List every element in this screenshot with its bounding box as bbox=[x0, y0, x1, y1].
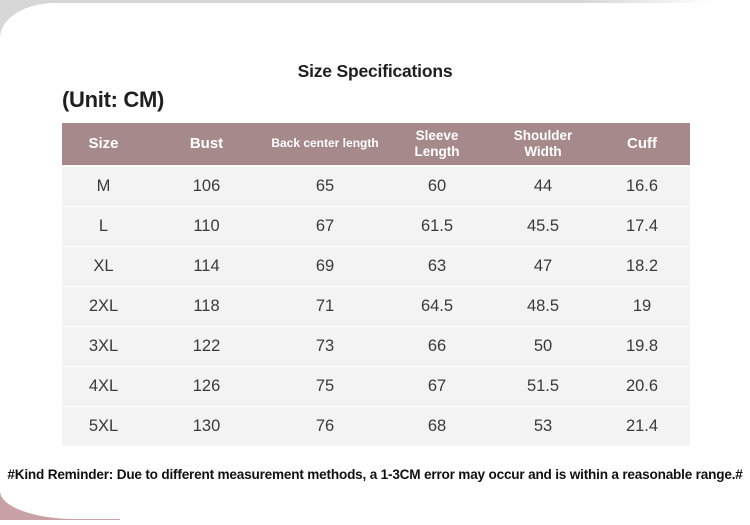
measurement-cell: 126 bbox=[145, 367, 268, 407]
table-row: 4XL 126 75 67 51.5 20.6 bbox=[62, 367, 690, 407]
top-edge-strip bbox=[0, 0, 712, 4]
measurement-cell: 47 bbox=[492, 247, 594, 287]
header-cell-cuff: Cuff bbox=[594, 123, 690, 167]
measurement-cell: 71 bbox=[268, 287, 382, 327]
measurement-cell: 106 bbox=[145, 167, 268, 207]
measurement-cell: 130 bbox=[145, 407, 268, 447]
table-body: M 106 65 60 44 16.6 L 110 67 61.5 45.5 17.4 XL 114 69 6… bbox=[62, 167, 690, 447]
table-header-row: Size Bust Back center length Sleeve Leng… bbox=[62, 123, 690, 167]
header-cell-back-length: Back center length bbox=[268, 123, 382, 167]
measurement-cell: 68 bbox=[382, 407, 492, 447]
size-label-cell: XL bbox=[62, 247, 145, 287]
measurement-cell: 110 bbox=[145, 207, 268, 247]
header-cell-size: Size bbox=[62, 123, 145, 167]
measurement-cell: 60 bbox=[382, 167, 492, 207]
measurement-cell: 50 bbox=[492, 327, 594, 367]
header-cell-bust: Bust bbox=[145, 123, 268, 167]
measurement-cell: 19 bbox=[594, 287, 690, 327]
size-label-cell: M bbox=[62, 167, 145, 207]
measurement-cell: 66 bbox=[382, 327, 492, 367]
measurement-cell: 18.2 bbox=[594, 247, 690, 287]
table-row: 3XL 122 73 66 50 19.8 bbox=[62, 327, 690, 367]
measurement-cell: 73 bbox=[268, 327, 382, 367]
measurement-cell: 61.5 bbox=[382, 207, 492, 247]
measurement-cell: 67 bbox=[382, 367, 492, 407]
measurement-cell: 118 bbox=[145, 287, 268, 327]
table-row: XL 114 69 63 47 18.2 bbox=[62, 247, 690, 287]
table-row: 5XL 130 76 68 53 21.4 bbox=[62, 407, 690, 447]
measurement-cell: 65 bbox=[268, 167, 382, 207]
measurement-cell: 20.6 bbox=[594, 367, 690, 407]
table-row: 2XL 118 71 64.5 48.5 19 bbox=[62, 287, 690, 327]
measurement-cell: 17.4 bbox=[594, 207, 690, 247]
reminder-note: #Kind Reminder: Due to different measure… bbox=[7, 467, 743, 482]
measurement-cell: 53 bbox=[492, 407, 594, 447]
measurement-cell: 44 bbox=[492, 167, 594, 207]
measurement-cell: 19.8 bbox=[594, 327, 690, 367]
unit-label: (Unit: CM) bbox=[62, 87, 165, 112]
measurement-cell: 16.6 bbox=[594, 167, 690, 207]
size-label-cell: 2XL bbox=[62, 287, 145, 327]
measurement-cell: 67 bbox=[268, 207, 382, 247]
size-label-cell: L bbox=[62, 207, 145, 247]
measurement-cell: 63 bbox=[382, 247, 492, 287]
measurement-cell: 48.5 bbox=[492, 287, 594, 327]
table-row: M 106 65 60 44 16.6 bbox=[62, 167, 690, 207]
header-cell-shoulder-width: Shoulder Width bbox=[492, 123, 594, 167]
measurement-cell: 114 bbox=[145, 247, 268, 287]
header-cell-sleeve-length: Sleeve Length bbox=[382, 123, 492, 167]
measurement-cell: 21.4 bbox=[594, 407, 690, 447]
measurement-cell: 122 bbox=[145, 327, 268, 367]
measurement-cell: 45.5 bbox=[492, 207, 594, 247]
measurement-cell: 76 bbox=[268, 407, 382, 447]
size-label-cell: 5XL bbox=[62, 407, 145, 447]
measurement-cell: 69 bbox=[268, 247, 382, 287]
page-title: Size Specifications bbox=[297, 61, 453, 81]
measurement-cell: 51.5 bbox=[492, 367, 594, 407]
table-header: Size Bust Back center length Sleeve Leng… bbox=[62, 123, 690, 167]
size-table: Size Bust Back center length Sleeve Leng… bbox=[62, 123, 690, 447]
size-label-cell: 4XL bbox=[62, 367, 145, 407]
size-label-cell: 3XL bbox=[62, 327, 145, 367]
measurement-cell: 75 bbox=[268, 367, 382, 407]
table-row: L 110 67 61.5 45.5 17.4 bbox=[62, 207, 690, 247]
measurement-cell: 64.5 bbox=[382, 287, 492, 327]
size-chart-card: Size Specifications (Unit: CM) Size Bust… bbox=[0, 3, 750, 519]
